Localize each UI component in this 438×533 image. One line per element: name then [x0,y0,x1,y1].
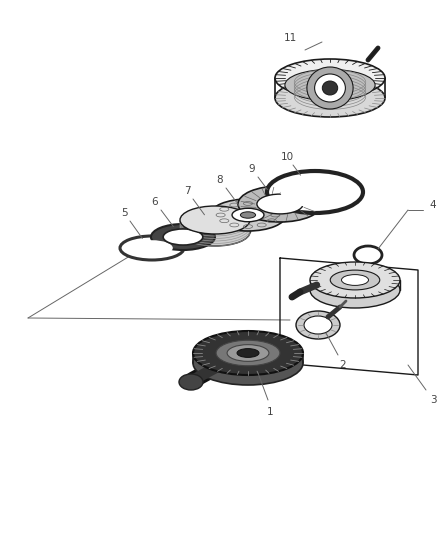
Ellipse shape [163,229,203,245]
Ellipse shape [280,177,350,207]
Text: 10: 10 [280,152,293,162]
Ellipse shape [310,272,400,308]
Ellipse shape [240,212,256,218]
Ellipse shape [151,224,215,250]
Text: 1: 1 [267,407,273,417]
Ellipse shape [227,345,269,361]
Ellipse shape [267,171,363,213]
Ellipse shape [216,340,280,366]
Text: 6: 6 [152,197,158,207]
Ellipse shape [354,246,382,264]
Ellipse shape [180,218,250,246]
Ellipse shape [232,208,264,222]
Ellipse shape [342,274,368,285]
Ellipse shape [210,199,286,231]
Ellipse shape [360,250,376,260]
Ellipse shape [193,341,303,385]
Ellipse shape [131,240,173,256]
Ellipse shape [275,79,385,117]
Ellipse shape [330,270,380,290]
Ellipse shape [238,186,322,222]
Text: 8: 8 [217,175,223,185]
Ellipse shape [322,81,338,95]
Ellipse shape [310,262,400,298]
Text: 5: 5 [121,208,127,218]
Text: 4: 4 [430,200,436,210]
Ellipse shape [180,206,250,234]
Ellipse shape [179,374,203,390]
Ellipse shape [296,311,340,339]
Ellipse shape [307,67,353,109]
Text: 3: 3 [430,395,436,405]
Text: 7: 7 [184,186,191,196]
Ellipse shape [285,69,375,101]
Ellipse shape [237,349,259,358]
Text: 9: 9 [249,164,255,174]
Text: 2: 2 [340,360,346,370]
Ellipse shape [120,236,184,260]
Ellipse shape [193,331,303,375]
Ellipse shape [275,59,385,97]
Ellipse shape [304,316,332,334]
Ellipse shape [314,74,346,102]
Ellipse shape [257,194,303,214]
Text: 11: 11 [283,33,297,43]
